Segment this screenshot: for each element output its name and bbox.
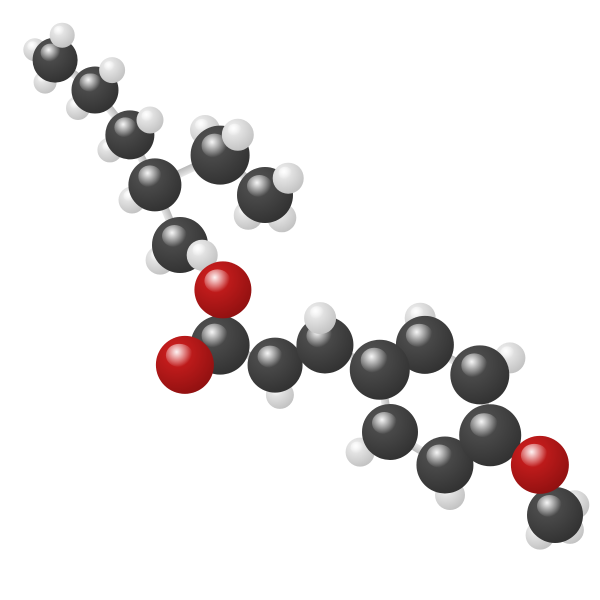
atom-c (350, 340, 410, 400)
atom-c (248, 338, 303, 393)
atom-h (137, 107, 164, 134)
atom-h (304, 302, 336, 334)
atom-c (450, 345, 509, 404)
atom-o (194, 261, 251, 318)
atom-h (50, 23, 75, 48)
atom-h (273, 163, 304, 194)
atom-o (511, 436, 569, 494)
atom-c (527, 487, 583, 543)
atom-h (222, 119, 254, 151)
atom-o (156, 336, 214, 394)
molecule-render (0, 0, 600, 600)
atom-c (362, 404, 418, 460)
atom-c (128, 158, 181, 211)
atom-h (99, 57, 125, 83)
